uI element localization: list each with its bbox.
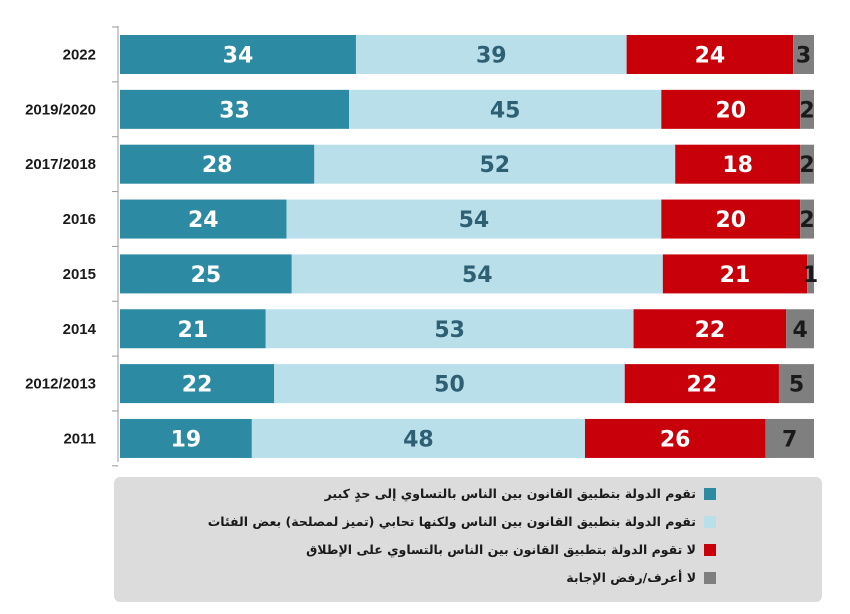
- bar-segment: [765, 418, 814, 458]
- bar-segment: [120, 89, 350, 129]
- bar-segment: [800, 89, 814, 129]
- category-label: 2016: [63, 211, 96, 228]
- data-label: 22: [687, 373, 718, 398]
- bar-segment: [584, 418, 766, 458]
- bar-segment: [349, 89, 662, 129]
- bar-segment: [120, 418, 252, 458]
- bar-segment: [286, 199, 662, 239]
- data-label: 19: [171, 427, 202, 452]
- bar-segment: [314, 144, 676, 184]
- data-label: 26: [660, 427, 691, 452]
- data-label: 45: [490, 98, 521, 123]
- category-label: 2014: [63, 321, 97, 338]
- data-label: 3: [796, 44, 811, 69]
- bar-segment: [274, 364, 625, 404]
- data-label: 33: [219, 98, 250, 123]
- data-label: 50: [434, 373, 465, 398]
- category-label: 2011: [63, 430, 96, 447]
- bar-segments: [120, 35, 814, 458]
- bar-segment: [800, 144, 814, 184]
- bar-segment: [120, 364, 275, 404]
- bar-segment: [661, 199, 801, 239]
- data-label: 39: [476, 44, 507, 69]
- legend-item-1: تقوم الدولة بتطبيق القانون بين الناس ولك…: [208, 514, 716, 529]
- bar-segment: [624, 364, 779, 404]
- legend-item-2: لا تقوم الدولة بتطبيق القانون بين الناس …: [306, 542, 716, 557]
- legend-label-1: تقوم الدولة بتطبيق القانون بين الناس ولك…: [207, 514, 696, 529]
- data-label: 28: [202, 153, 233, 178]
- data-label: 18: [722, 153, 753, 178]
- data-label: 22: [695, 318, 726, 343]
- value-labels: 34 39 24 333 45 20 228 52 18 224 54 20 225 54 21 121 53 2…: [171, 44, 819, 453]
- data-label: 24: [695, 44, 726, 69]
- category-label: 2012/2013: [25, 376, 96, 393]
- legend-swatch-3: [704, 571, 716, 584]
- data-label: 5: [789, 373, 804, 398]
- data-label: 20: [715, 98, 746, 123]
- bar-segment: [800, 199, 814, 239]
- bar-segment: [120, 199, 287, 239]
- stacked-bar-chart: 20222019/20202017/20182016201520142012/2…: [25, 26, 819, 467]
- data-label: 52: [479, 153, 510, 178]
- data-label: 21: [178, 318, 209, 343]
- data-label: 22: [182, 373, 213, 398]
- bar-segment: [120, 35, 356, 74]
- bar-segment: [793, 35, 814, 74]
- legend-swatch-1: [704, 515, 716, 528]
- legend-label-3: لا أعرف/رفض الإجابة: [566, 570, 696, 585]
- bar-segment: [662, 254, 808, 294]
- bar-segment: [633, 309, 787, 349]
- bar-segment: [807, 254, 814, 294]
- data-label: 25: [191, 263, 222, 288]
- category-label: 2022: [63, 47, 96, 64]
- data-label: 24: [188, 208, 219, 233]
- bar-segment: [355, 35, 627, 74]
- bar-segment: [626, 35, 794, 74]
- bar-segment: [120, 144, 315, 184]
- legend-swatch-0: [704, 487, 716, 500]
- data-label: 53: [434, 318, 465, 343]
- category-axis-ticks: [112, 26, 118, 467]
- data-label: 1: [803, 263, 818, 288]
- data-label: 34: [223, 44, 254, 69]
- bar-segment: [251, 418, 585, 458]
- bar-segment: [265, 309, 634, 349]
- legend-label-2: لا تقوم الدولة بتطبيق القانون بين الناس …: [306, 542, 696, 557]
- legend-label-0: تقوم الدولة بتطبيق القانون بين الناس بال…: [324, 486, 696, 501]
- data-label: 20: [715, 208, 746, 233]
- bar-segment: [778, 364, 814, 404]
- bar-segment: [675, 144, 801, 184]
- data-label: 7: [782, 427, 797, 452]
- category-axis-labels: 2022 2019/2020 2017/2018 2016 2015 2014 2012/2…: [25, 47, 97, 448]
- legend: تقوم الدولة بتطبيق القانون بين الناس بال…: [114, 477, 822, 602]
- bar-segment: [661, 89, 801, 129]
- legend-item-3: لا أعرف/رفض الإجابة: [566, 570, 716, 585]
- bar-segment: [291, 254, 663, 294]
- bar-segment: [120, 254, 292, 294]
- bar-segment: [120, 309, 266, 349]
- legend-item-0: تقوم الدولة بتطبيق القانون بين الناس بال…: [325, 486, 716, 501]
- category-label: 2015: [63, 266, 96, 283]
- data-label: 4: [792, 318, 807, 343]
- data-label: 48: [403, 427, 434, 452]
- data-label: 54: [462, 263, 493, 288]
- data-label: 2: [799, 153, 814, 178]
- data-label: 21: [720, 263, 751, 288]
- legend-swatch-2: [704, 543, 716, 556]
- data-label: 2: [799, 98, 814, 123]
- data-label: 54: [459, 208, 490, 233]
- category-label: 2019/2020: [25, 101, 96, 118]
- bar-segment: [786, 309, 814, 349]
- category-label: 2017/2018: [25, 156, 96, 173]
- data-label: 2: [799, 208, 814, 233]
